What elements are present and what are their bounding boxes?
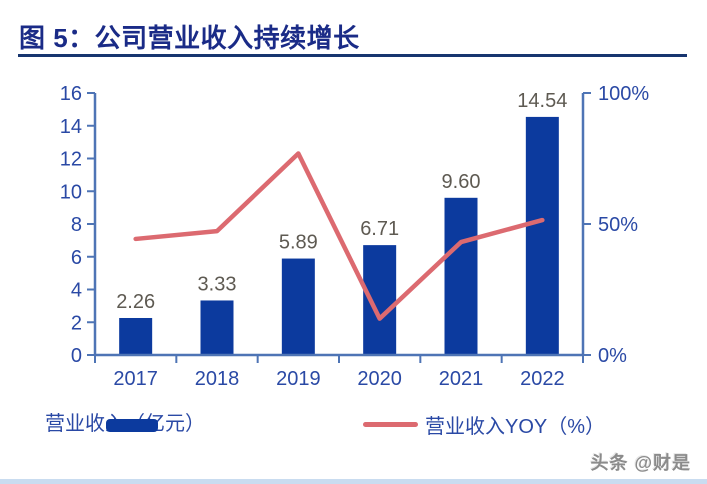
bar-value-label: 5.89 xyxy=(279,232,318,254)
x-axis-label: 2019 xyxy=(276,368,321,390)
title-underline xyxy=(18,54,687,57)
left-axis-label: 0 xyxy=(71,345,82,367)
bar-2017 xyxy=(119,317,153,355)
legend-item-revenue: 营业收入（亿元） xyxy=(45,412,205,436)
left-axis-label: 6 xyxy=(71,247,82,269)
x-axis-label: 2022 xyxy=(520,368,565,390)
left-axis-label: 12 xyxy=(60,149,82,171)
bar-value-label: 9.60 xyxy=(442,171,481,193)
left-axis-label: 16 xyxy=(60,83,82,105)
x-axis-label: 2021 xyxy=(439,368,484,390)
x-axis-label: 2020 xyxy=(357,368,402,390)
bar-legend-swatch xyxy=(106,419,158,432)
bar-2022 xyxy=(525,116,559,355)
legend-item-yoy: 营业收入YOY（%） xyxy=(363,412,606,438)
legend-label-yoy: 营业收入YOY（%） xyxy=(425,415,606,438)
left-axis-label: 4 xyxy=(71,280,82,302)
bar-2021 xyxy=(444,197,478,355)
left-axis-label: 2 xyxy=(71,312,82,334)
x-axis-label: 2017 xyxy=(113,368,158,390)
bar-value-label: 6.71 xyxy=(360,218,399,240)
bottom-strip xyxy=(0,479,707,484)
yoy-line xyxy=(133,151,545,321)
bar-value-label: 14.54 xyxy=(517,90,567,112)
left-axis-label: 14 xyxy=(60,116,82,138)
watermark: 头条 @财是 xyxy=(590,453,691,473)
x-axis-label: 2018 xyxy=(195,368,240,390)
bar-value-label: 2.26 xyxy=(116,291,155,313)
left-axis-label: 8 xyxy=(71,214,82,236)
left-axis-label: 10 xyxy=(60,181,82,203)
right-axis-label: 50% xyxy=(598,214,638,236)
bar-value-label: 3.33 xyxy=(198,273,237,295)
right-axis-label: 0% xyxy=(598,345,627,367)
right-axis-label: 100% xyxy=(598,83,649,105)
bar-2019 xyxy=(281,258,315,355)
bar-2018 xyxy=(200,300,234,355)
line-legend-swatch xyxy=(363,421,418,427)
figure-title: 图 5：公司营业收入持续增长 xyxy=(19,23,360,53)
